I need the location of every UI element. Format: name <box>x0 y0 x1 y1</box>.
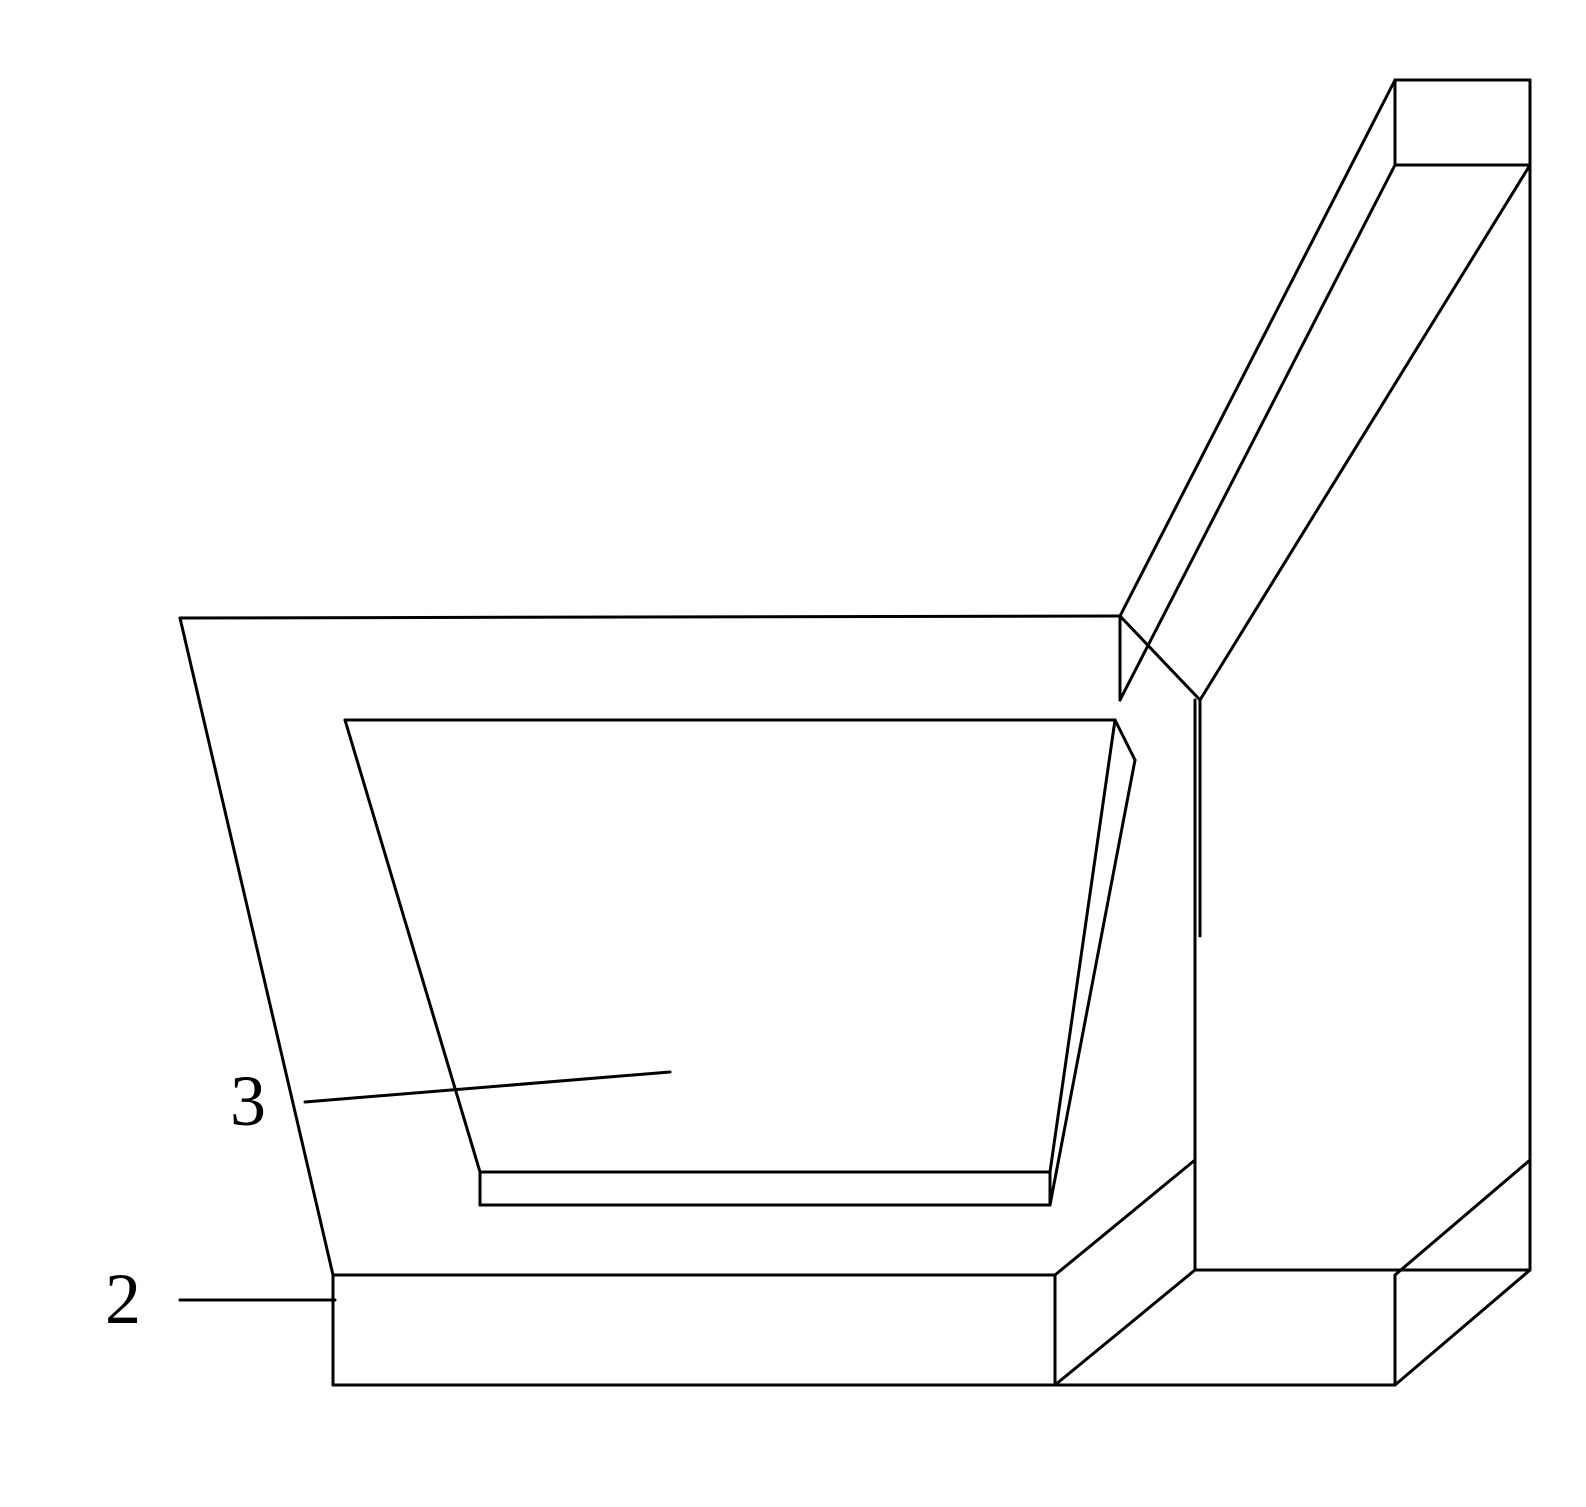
drawing-svg <box>0 0 1586 1507</box>
figure-stage: 3 2 <box>0 0 1586 1507</box>
callout-label-3: 3 <box>230 1060 266 1143</box>
callout-label-2: 2 <box>105 1258 141 1341</box>
